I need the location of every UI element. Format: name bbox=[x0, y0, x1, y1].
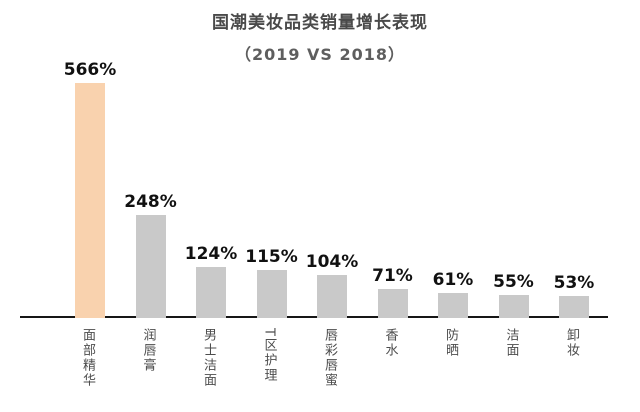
category-label-2: 男士洁面 bbox=[201, 328, 216, 388]
value-label-4: 104% bbox=[305, 252, 359, 272]
category-label-3: T区护理 bbox=[261, 328, 277, 383]
category-label-7: 洁面 bbox=[503, 328, 519, 358]
bar-5 bbox=[377, 289, 408, 318]
bar-2 bbox=[196, 267, 226, 318]
category-label-5: 香水 bbox=[382, 328, 398, 358]
chart-subtitle: （2019 VS 2018） bbox=[234, 45, 406, 65]
category-label-8: 卸妆 bbox=[564, 328, 579, 358]
bar-0 bbox=[75, 83, 105, 318]
bar-4 bbox=[317, 275, 347, 318]
category-label-1: 润唇膏 bbox=[140, 328, 156, 373]
chart-header: 国潮美妆品类销量增长表现 （2019 VS 2018） bbox=[0, 12, 640, 65]
value-label-6: 61% bbox=[432, 270, 474, 290]
category-label-4: 唇彩唇蜜 bbox=[322, 328, 337, 388]
value-label-7: 55% bbox=[493, 272, 534, 292]
bar-7 bbox=[498, 295, 529, 318]
value-label-2: 124% bbox=[184, 244, 238, 264]
value-label-8: 53% bbox=[553, 273, 595, 293]
value-label-5: 71% bbox=[372, 266, 413, 286]
x-axis-line bbox=[20, 316, 608, 318]
category-label-0: 面部精华 bbox=[80, 328, 95, 388]
bar-3 bbox=[256, 270, 287, 318]
chart-title: 国潮美妆品类销量增长表现 bbox=[212, 13, 428, 33]
value-label-3: 115% bbox=[245, 247, 298, 267]
bar-1 bbox=[135, 215, 166, 318]
value-label-1: 248% bbox=[124, 192, 177, 212]
value-label-0: 566% bbox=[63, 60, 117, 80]
category-label-6: 防晒 bbox=[443, 328, 458, 358]
bar-8 bbox=[559, 296, 589, 318]
bar-6 bbox=[438, 293, 468, 318]
